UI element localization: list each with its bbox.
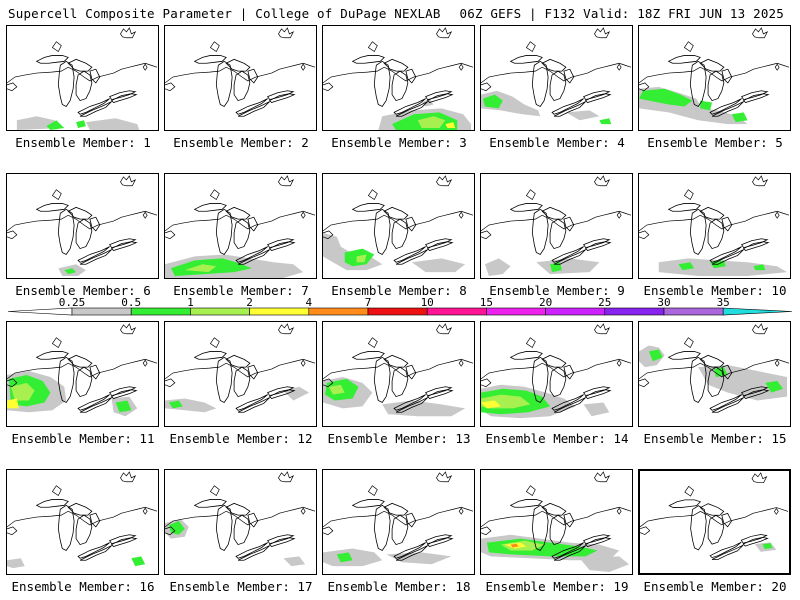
ensemble-member-16-label: Ensemble Member: 16 (11, 579, 155, 594)
ensemble-member-14-label: Ensemble Member: 14 (485, 431, 629, 446)
colorbar-tick-label: 0.5 (121, 296, 141, 309)
ensemble-member-8-map[interactable] (322, 173, 475, 279)
ensemble-member-7-map[interactable] (164, 173, 317, 279)
ensemble-member-17-label: Ensemble Member: 17 (169, 579, 313, 594)
member-map-svg (323, 323, 474, 417)
ensemble-member-12-map[interactable] (164, 321, 317, 427)
ensemble-member-15-label: Ensemble Member: 15 (643, 431, 787, 446)
ensemble-member-18-map[interactable] (322, 469, 475, 575)
member-map-svg (323, 175, 474, 273)
member-map-svg (7, 175, 158, 277)
ensemble-member-4-map[interactable] (480, 25, 633, 131)
ensemble-member-8-label: Ensemble Member: 8 (331, 283, 467, 298)
member-map-svg (639, 27, 790, 125)
ensemble-member-9-map[interactable] (480, 173, 633, 279)
member-map-svg (481, 175, 632, 277)
ensemble-member-6-label: Ensemble Member: 6 (15, 283, 151, 298)
ensemble-member-20-map[interactable] (638, 469, 791, 575)
colorbar-segment (486, 307, 546, 316)
colorbar-tick-label: 30 (657, 296, 670, 309)
ensemble-member-1-map[interactable] (6, 25, 159, 131)
ensemble-member-5-label: Ensemble Member: 5 (647, 135, 783, 150)
member-map-svg (7, 471, 158, 569)
colorbar-tick-label: 1 (187, 296, 194, 309)
colorbar-tick-label: 2 (246, 296, 253, 309)
ensemble-member-2-map[interactable] (164, 25, 317, 131)
member-map-svg (7, 27, 158, 130)
ensemble-member-17-map[interactable] (164, 469, 317, 575)
colorbar-segment (71, 307, 132, 316)
ensemble-member-6-map[interactable] (6, 173, 159, 279)
colorbar-upper-arrow (722, 307, 792, 316)
ensemble-member-13-map[interactable] (322, 321, 475, 427)
colorbar-tick-label: 25 (598, 296, 611, 309)
ensemble-member-5-map[interactable] (638, 25, 791, 131)
ensemble-member-9-label: Ensemble Member: 9 (489, 283, 625, 298)
colorbar-lower-arrow (8, 307, 73, 316)
member-map-svg (481, 471, 632, 573)
colorbar: 0.25 0.5 1 2 4 7 10 15 20 25 30 35 (8, 296, 792, 316)
ensemble-member-19-map[interactable] (480, 469, 633, 575)
member-map-svg (165, 323, 316, 413)
colorbar-tick-label: 35 (717, 296, 730, 309)
colorbar-segment (663, 307, 724, 316)
ensemble-member-15-map[interactable] (638, 321, 791, 427)
ensemble-member-3-label: Ensemble Member: 3 (331, 135, 467, 150)
member-map-svg (7, 323, 158, 417)
ensemble-member-12-label: Ensemble Member: 12 (169, 431, 313, 446)
ensemble-member-19-label: Ensemble Member: 19 (485, 579, 629, 594)
member-map-svg (165, 471, 316, 567)
ensemble-member-10-map[interactable] (638, 173, 791, 279)
member-map-svg (481, 27, 632, 125)
colorbar-tick-label: 0.25 (59, 296, 86, 309)
ensemble-member-11-map[interactable] (6, 321, 159, 427)
colorbar-segment (190, 307, 250, 316)
ensemble-member-20-label: Ensemble Member: 20 (643, 579, 787, 594)
ensemble-member-11-label: Ensemble Member: 11 (11, 431, 155, 446)
ensemble-member-10-label: Ensemble Member: 10 (643, 283, 787, 298)
ensemble-member-16-map[interactable] (6, 469, 159, 575)
ensemble-member-3-map[interactable] (322, 25, 475, 131)
page-title: Supercell Composite Parameter | College … (8, 6, 441, 21)
colorbar-tick-label: 7 (365, 296, 372, 309)
member-map-svg (481, 323, 632, 419)
ensemble-member-18-label: Ensemble Member: 18 (327, 579, 471, 594)
colorbar-tick-label: 20 (539, 296, 552, 309)
ensemble-member-13-label: Ensemble Member: 13 (327, 431, 471, 446)
member-map-svg (640, 472, 789, 560)
colorbar-segment (249, 307, 310, 316)
member-map-svg (323, 471, 474, 567)
colorbar-segment (426, 307, 487, 316)
colorbar-segment (308, 307, 369, 316)
colorbar-segment (367, 307, 428, 316)
colorbar-segment (545, 307, 606, 316)
member-map-svg (323, 27, 474, 130)
ensemble-member-4-label: Ensemble Member: 4 (489, 135, 625, 150)
colorbar-tick-label: 15 (480, 296, 493, 309)
member-map-svg (639, 175, 790, 277)
ensemble-member-1-label: Ensemble Member: 1 (15, 135, 151, 150)
colorbar-tick-label: 4 (305, 296, 312, 309)
ensemble-member-2-label: Ensemble Member: 2 (173, 135, 309, 150)
colorbar-segment (130, 307, 191, 316)
colorbar-tick-label: 10 (421, 296, 434, 309)
member-map-svg (165, 175, 316, 278)
member-map-svg (639, 323, 790, 413)
colorbar-segment (604, 307, 665, 316)
ensemble-member-14-map[interactable] (480, 321, 633, 427)
ensemble-member-7-label: Ensemble Member: 7 (173, 283, 309, 298)
run-valid-info: 06Z GEFS | F132 Valid: 18Z FRI JUN 13 20… (459, 6, 784, 21)
member-map-svg (165, 27, 316, 117)
